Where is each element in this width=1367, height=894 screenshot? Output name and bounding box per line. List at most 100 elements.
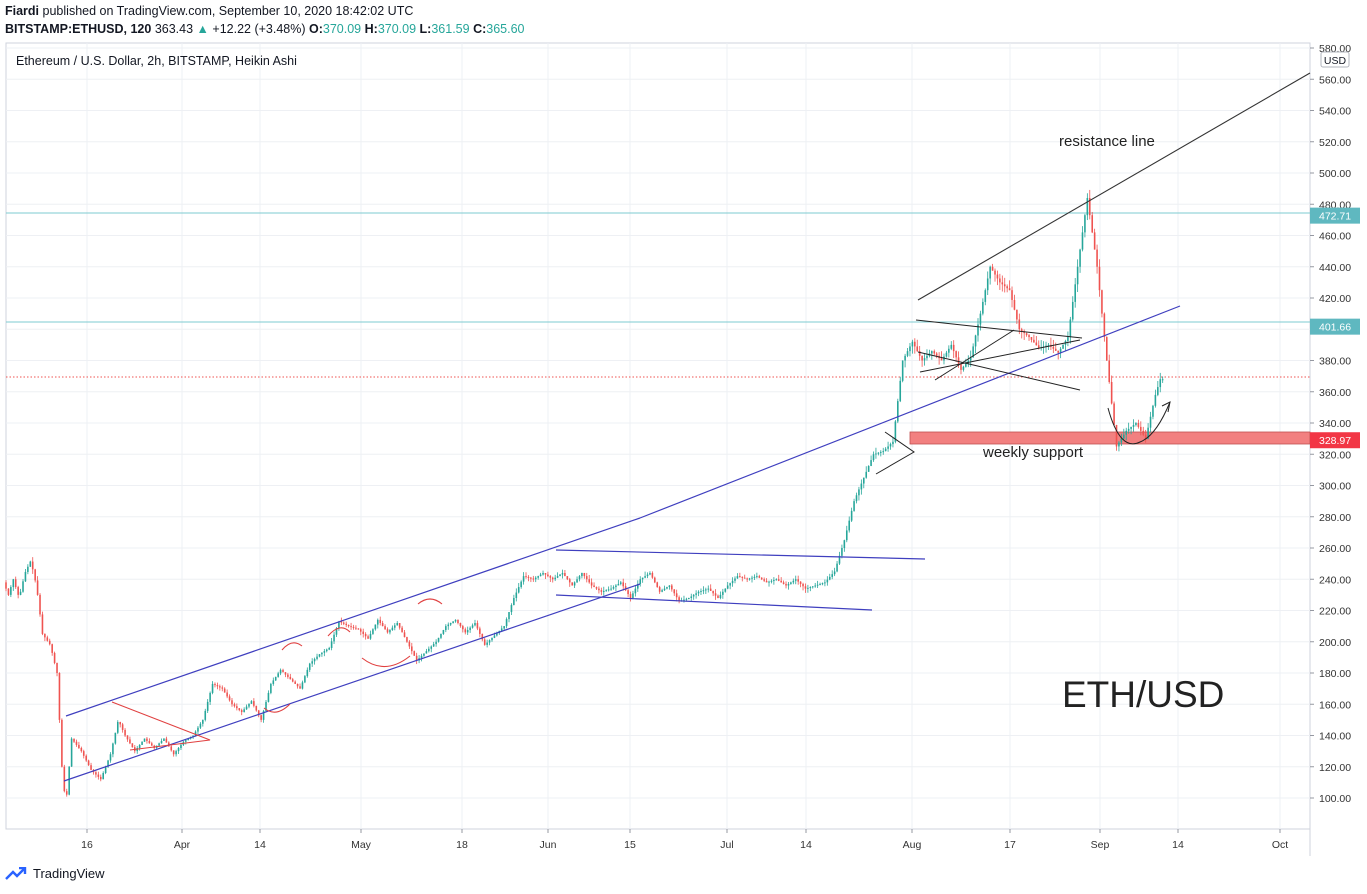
candle-body: [513, 598, 515, 606]
candle-body: [440, 633, 442, 638]
price-change: +12.22 (+3.48%): [212, 22, 306, 36]
candle-body: [199, 723, 202, 728]
candle-body: [1047, 344, 1050, 346]
candle-body: [522, 576, 525, 582]
candle-body: [1081, 232, 1084, 250]
candle-body: [906, 351, 909, 356]
candle-body: [969, 357, 972, 361]
candle-body: [566, 576, 569, 580]
candle-body: [82, 751, 85, 756]
y-tick-label: 140.00: [1319, 731, 1351, 743]
currency-badge-box: [1320, 51, 1350, 68]
candle-body: [734, 578, 736, 581]
candle-body: [474, 623, 476, 626]
candle-body: [999, 278, 1001, 283]
author-name[interactable]: Fiardi: [5, 4, 40, 18]
candle-body: [865, 471, 868, 478]
currency-badge[interactable]: USD: [1320, 51, 1350, 68]
candle-body: [532, 578, 535, 580]
candle-body: [248, 703, 250, 707]
candle-body: [848, 520, 851, 531]
candle-body: [743, 577, 746, 579]
candle-body: [31, 561, 34, 570]
candle-body: [911, 341, 914, 347]
candle-body: [651, 573, 654, 578]
y-tick-label: 560.00: [1319, 74, 1351, 86]
y-tick-label: 420.00: [1319, 293, 1351, 305]
candle-body: [102, 773, 104, 780]
candle-body: [962, 366, 965, 370]
y-tick-label: 240.00: [1319, 574, 1351, 586]
candle-body: [1057, 350, 1059, 353]
candle-body: [1123, 434, 1125, 439]
candle-body: [960, 363, 962, 370]
channel-upper-line: [65, 517, 641, 717]
candle-body: [1001, 282, 1004, 285]
candle-body: [870, 460, 872, 466]
candle-body: [722, 591, 724, 595]
candle-body: [1062, 344, 1064, 349]
candle-body: [240, 710, 243, 713]
candle-body: [44, 633, 46, 638]
candle-body: [838, 555, 841, 564]
candle-body: [14, 579, 17, 588]
candle-body: [452, 621, 454, 623]
candle-body: [158, 743, 160, 746]
candle-body: [551, 577, 554, 580]
candle-body: [889, 444, 892, 447]
candle-body: [1137, 423, 1140, 427]
y-tick-label: 460.00: [1319, 231, 1351, 243]
candle-body: [1011, 290, 1013, 300]
candle-body: [107, 760, 109, 767]
candle-body: [619, 582, 622, 584]
candle-body: [741, 576, 744, 578]
candle-body: [34, 569, 36, 581]
candle-body: [406, 637, 408, 642]
candle-body: [471, 625, 474, 628]
candle-body: [1108, 360, 1111, 382]
candle-body: [833, 571, 836, 575]
candle-body: [909, 346, 911, 352]
candle-body: [753, 576, 756, 578]
candle-body: [432, 644, 435, 647]
tradingview-footer[interactable]: TradingView: [5, 866, 105, 881]
candle-body: [1074, 284, 1076, 302]
y-tick-label: 260.00: [1319, 543, 1351, 555]
candle-body: [503, 626, 505, 629]
candle-body: [923, 358, 926, 361]
price-labels: 472.71 401.66 328.97: [1310, 207, 1360, 449]
cup-curve: [1107, 401, 1171, 445]
candle-body: [372, 629, 374, 634]
y-tick-label: 160.00: [1319, 699, 1351, 711]
candle-body: [369, 633, 372, 639]
candle-body: [437, 637, 440, 642]
swing-arrow-2: [281, 642, 303, 651]
candle-body: [756, 576, 758, 578]
candle-body: [428, 648, 430, 652]
candle-body: [226, 692, 228, 697]
close-value: 365.60: [486, 22, 525, 36]
candle-body: [571, 582, 573, 586]
candle-body: [671, 585, 673, 590]
candle-body: [950, 344, 953, 349]
candle-body: [243, 709, 245, 713]
candle-body: [770, 580, 773, 582]
candle-body: [299, 686, 301, 689]
candle-body: [141, 741, 143, 745]
candle-body: [1033, 339, 1035, 343]
candle-body: [897, 401, 899, 422]
candle-body: [986, 278, 989, 291]
candle-body: [539, 574, 542, 577]
candle-body: [401, 627, 403, 633]
candle-body: [1110, 381, 1113, 404]
candle-body: [646, 574, 649, 577]
candle-body: [593, 585, 595, 588]
candle-body: [602, 590, 605, 592]
candle-body: [202, 719, 204, 724]
candle-body: [1086, 198, 1089, 216]
x-tick-label: Jun: [540, 839, 557, 851]
candle-body: [486, 642, 488, 645]
candle-body: [595, 587, 598, 589]
candle-body: [547, 574, 549, 577]
